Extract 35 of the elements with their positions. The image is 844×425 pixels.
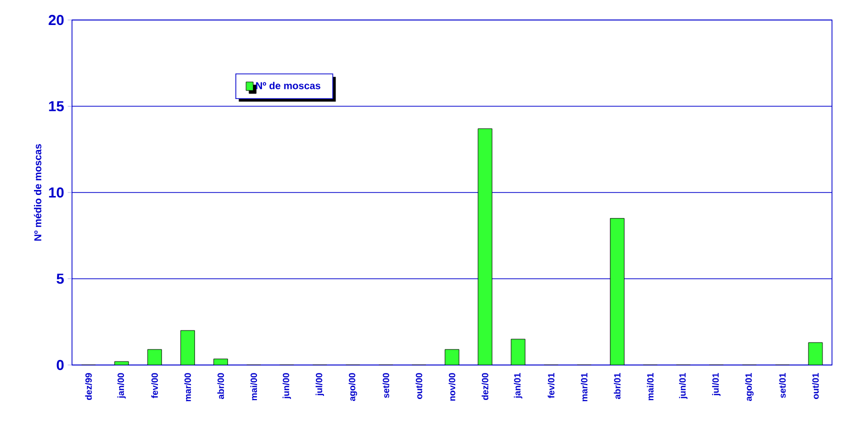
x-tick-label: jun/01 bbox=[679, 373, 688, 399]
x-tick-label: mai/01 bbox=[646, 373, 654, 400]
bar bbox=[610, 218, 624, 365]
x-tick-label: ago/01 bbox=[745, 373, 754, 402]
x-tick-label: jan/00 bbox=[117, 373, 126, 398]
x-tick-label: jun/00 bbox=[282, 373, 291, 399]
x-tick-label: out/01 bbox=[812, 373, 819, 399]
y-tick-label: 15 bbox=[49, 101, 64, 112]
x-tick-label: dez/99 bbox=[85, 373, 92, 400]
y-tick-label: 20 bbox=[48, 14, 64, 26]
x-tick-label: jul/00 bbox=[316, 373, 324, 396]
y-tick-label: 10 bbox=[49, 187, 64, 198]
x-tick-label: dez/00 bbox=[482, 373, 488, 400]
x-tick-label: ago/00 bbox=[348, 373, 358, 402]
x-tick-label: jul/01 bbox=[712, 373, 721, 396]
bar bbox=[180, 330, 195, 365]
x-tick-label: set/00 bbox=[382, 373, 390, 398]
bar bbox=[147, 349, 162, 365]
y-tick-label: 0 bbox=[56, 360, 64, 370]
x-tick-label: mai/00 bbox=[250, 373, 258, 400]
x-tick-label: fev/01 bbox=[548, 373, 554, 398]
y-tick-label: 5 bbox=[56, 274, 64, 284]
bar bbox=[478, 128, 492, 365]
x-tick-label: abr/01 bbox=[614, 373, 621, 400]
x-tick-label: fev/00 bbox=[151, 373, 158, 398]
x-tick-label: nov/00 bbox=[448, 373, 456, 401]
x-tick-label: mar/00 bbox=[184, 373, 191, 402]
x-tick-label: jan/01 bbox=[514, 373, 522, 398]
x-tick-label: out/00 bbox=[416, 373, 422, 399]
x-tick-label: set/01 bbox=[779, 373, 786, 398]
bar bbox=[510, 338, 526, 365]
legend-label: Nº de moscas bbox=[256, 82, 320, 90]
x-tick-label: mar/01 bbox=[580, 373, 588, 402]
y-axis-title: Nº médio de moscas bbox=[34, 144, 42, 241]
x-tick-label: abr/00 bbox=[217, 373, 224, 400]
